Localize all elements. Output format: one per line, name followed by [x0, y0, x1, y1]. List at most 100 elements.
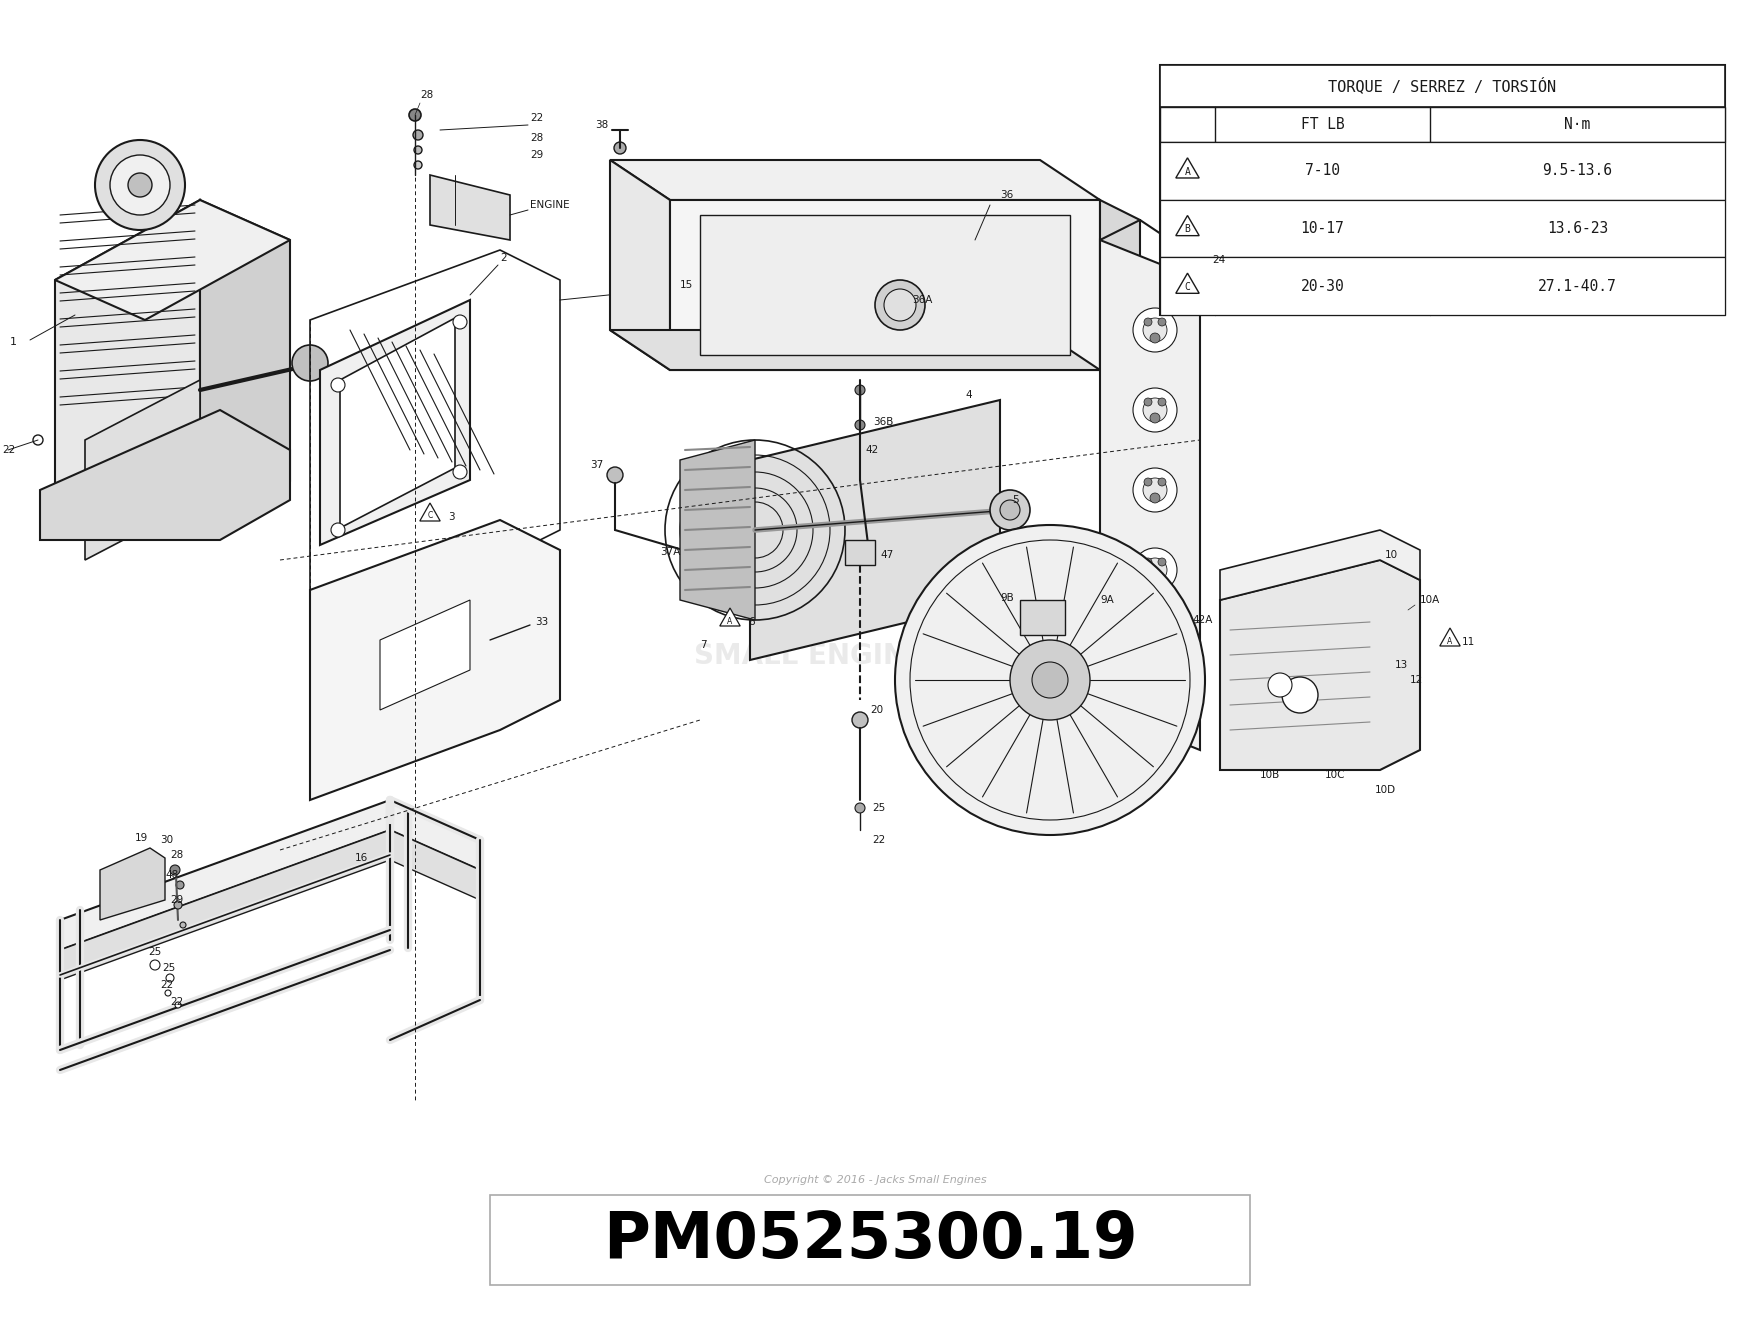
Circle shape — [94, 140, 186, 230]
Text: 10B: 10B — [1260, 770, 1281, 781]
Text: 10-17: 10-17 — [1300, 221, 1344, 235]
Text: 47: 47 — [880, 550, 892, 560]
Circle shape — [894, 525, 1206, 835]
Circle shape — [856, 419, 864, 430]
Circle shape — [1144, 478, 1152, 486]
Polygon shape — [200, 200, 290, 480]
Bar — [845, 540, 875, 565]
Text: 6: 6 — [747, 617, 754, 627]
Polygon shape — [1101, 239, 1200, 750]
Circle shape — [999, 500, 1020, 520]
Text: 9.5-13.6: 9.5-13.6 — [1542, 163, 1612, 179]
Circle shape — [110, 155, 170, 216]
Circle shape — [170, 865, 180, 875]
Circle shape — [852, 712, 868, 728]
Circle shape — [415, 161, 422, 169]
Text: 19: 19 — [135, 833, 149, 843]
Polygon shape — [1101, 200, 1139, 390]
Circle shape — [1010, 640, 1090, 720]
Text: 24: 24 — [1213, 255, 1225, 265]
Circle shape — [1144, 558, 1152, 566]
Text: A: A — [728, 617, 733, 626]
Text: 48: 48 — [164, 871, 178, 880]
Text: 15: 15 — [681, 280, 693, 290]
Polygon shape — [340, 318, 455, 528]
Circle shape — [1283, 677, 1318, 713]
Bar — [1160, 65, 1726, 315]
Bar — [1160, 107, 1726, 142]
Bar — [1160, 65, 1726, 107]
Circle shape — [410, 108, 422, 120]
Text: 16: 16 — [355, 853, 367, 863]
Text: 22: 22 — [159, 980, 173, 990]
Text: 28: 28 — [420, 90, 434, 101]
Text: 25: 25 — [872, 803, 886, 814]
Polygon shape — [1440, 628, 1460, 646]
Text: 22: 22 — [2, 445, 16, 455]
Text: 9A: 9A — [1101, 595, 1113, 605]
Text: 7-10: 7-10 — [1306, 163, 1340, 179]
Circle shape — [175, 1002, 180, 1008]
Text: 7: 7 — [700, 640, 707, 650]
Polygon shape — [430, 175, 509, 239]
Circle shape — [1150, 413, 1160, 423]
Text: 1: 1 — [10, 337, 18, 347]
Polygon shape — [60, 830, 480, 980]
Text: 12: 12 — [1410, 675, 1423, 685]
Polygon shape — [611, 160, 670, 370]
Polygon shape — [54, 200, 200, 500]
Circle shape — [166, 974, 173, 982]
Polygon shape — [670, 200, 1101, 370]
Bar — [700, 216, 1069, 355]
Circle shape — [1144, 318, 1152, 325]
Text: 25: 25 — [149, 947, 161, 957]
Bar — [1160, 200, 1726, 258]
Polygon shape — [1176, 273, 1199, 294]
Text: A: A — [1447, 636, 1452, 646]
Text: 3: 3 — [448, 512, 455, 523]
Circle shape — [1143, 478, 1167, 501]
Text: C: C — [1185, 282, 1190, 292]
Text: C: C — [427, 512, 432, 520]
Circle shape — [415, 146, 422, 153]
Text: 11: 11 — [1461, 636, 1475, 647]
Text: B: B — [1185, 225, 1190, 234]
Text: 2: 2 — [500, 253, 507, 263]
Polygon shape — [86, 380, 200, 560]
Text: 42: 42 — [864, 445, 878, 455]
Bar — [1020, 601, 1066, 635]
Circle shape — [1143, 398, 1167, 422]
Polygon shape — [1176, 157, 1199, 179]
Text: 13.6-23: 13.6-23 — [1547, 221, 1608, 235]
Text: 37A: 37A — [660, 546, 681, 557]
Polygon shape — [380, 601, 471, 710]
Text: ENGINE: ENGINE — [530, 200, 570, 210]
Circle shape — [1150, 573, 1160, 583]
Circle shape — [691, 550, 709, 566]
Text: 10D: 10D — [1376, 785, 1396, 795]
Circle shape — [1158, 318, 1166, 325]
Circle shape — [413, 130, 424, 140]
Polygon shape — [310, 520, 560, 800]
Text: 10C: 10C — [1325, 770, 1346, 781]
Polygon shape — [320, 300, 471, 545]
Polygon shape — [40, 410, 290, 540]
Circle shape — [164, 990, 172, 996]
Circle shape — [177, 881, 184, 889]
Text: 22: 22 — [872, 835, 886, 845]
Polygon shape — [1220, 560, 1419, 770]
Text: 20-30: 20-30 — [1300, 279, 1344, 294]
Text: FT LB: FT LB — [1300, 116, 1344, 132]
Text: 30: 30 — [159, 835, 173, 845]
Circle shape — [875, 280, 926, 329]
Circle shape — [292, 345, 327, 381]
Polygon shape — [420, 503, 441, 521]
Circle shape — [1150, 333, 1160, 343]
Text: 22: 22 — [530, 112, 542, 123]
Text: 4: 4 — [964, 390, 971, 400]
Polygon shape — [611, 160, 1101, 200]
Polygon shape — [1176, 216, 1199, 235]
Polygon shape — [719, 609, 740, 626]
Polygon shape — [60, 800, 480, 950]
Text: 38: 38 — [595, 120, 609, 130]
